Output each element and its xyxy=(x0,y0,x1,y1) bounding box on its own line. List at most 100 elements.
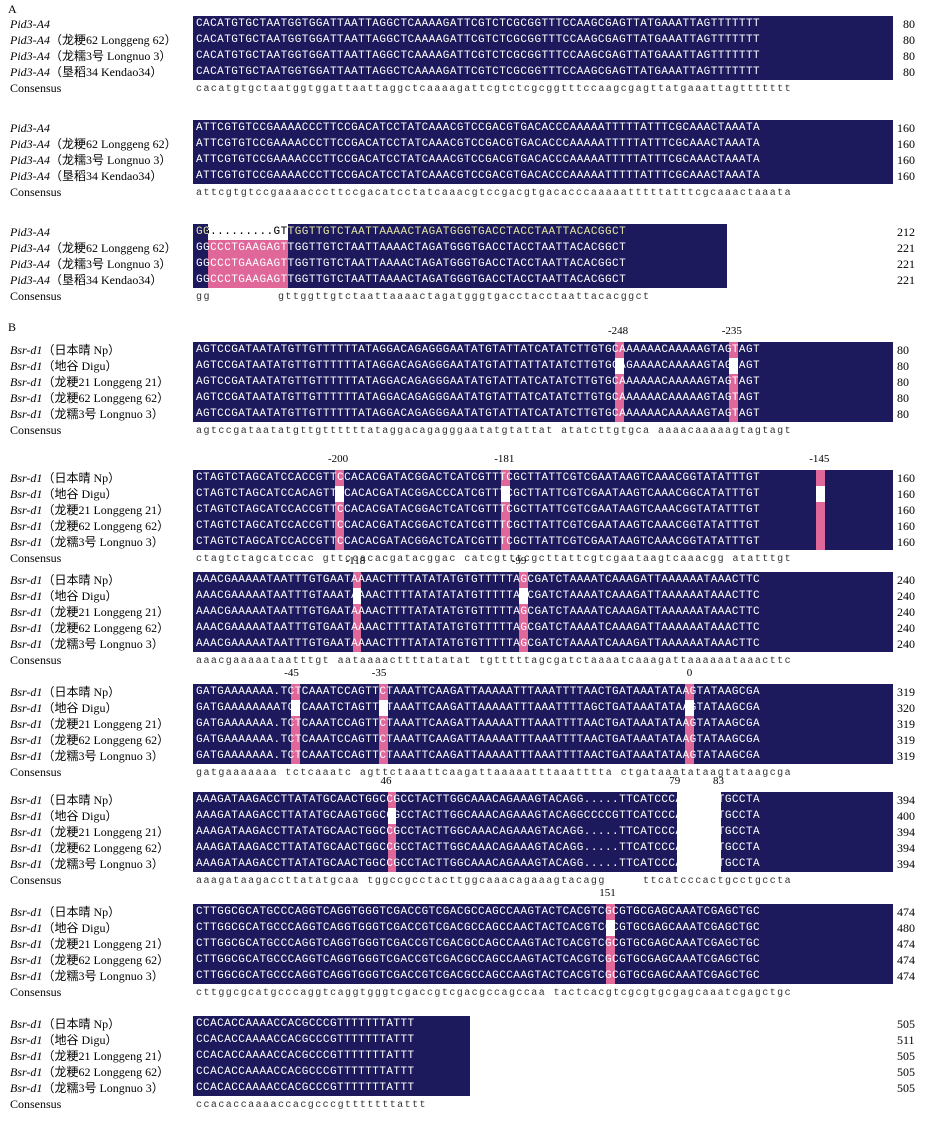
sequence-name: Bsr-d1（龙粳62 Longgeng 62） xyxy=(10,733,170,747)
consensus-label: Consensus xyxy=(10,289,62,303)
sequence-name: Bsr-d1（龙粳21 Longgeng 21） xyxy=(10,1049,170,1063)
variant-highlight xyxy=(728,358,738,374)
consensus-row: cttggcgcatgcccaggtcaggtgggtcgaccgtcgacgc… xyxy=(196,988,793,999)
snp-highlight xyxy=(291,732,300,748)
consensus-label: Consensus xyxy=(10,765,62,779)
position-label: -181 xyxy=(494,453,515,465)
sequence-name: Bsr-d1（龙粳21 Longgeng 21） xyxy=(10,503,170,517)
end-position: 80 xyxy=(903,65,915,79)
end-position: 80 xyxy=(903,33,915,47)
end-position: 400 xyxy=(897,809,915,823)
end-position: 80 xyxy=(897,343,909,357)
end-position: 160 xyxy=(897,487,915,501)
sequence-row: AAAGATAAGACCTTATATGCAACTGGCCGCCTACTTGGCA… xyxy=(196,794,761,806)
position-label: -235 xyxy=(721,325,742,337)
position-label: 151 xyxy=(599,887,616,899)
consensus-row: gg gttggttgtctaattaaaactagatgggtgacctacc… xyxy=(196,292,651,303)
sequence-row: CTTGGCGCATGCCCAGGTCAGGTGGGTCGACCGTCGACGC… xyxy=(196,938,761,950)
end-position: 240 xyxy=(897,605,915,619)
snp-highlight xyxy=(387,824,397,840)
end-position: 511 xyxy=(897,1033,915,1047)
sequence-row: AGTCCGATAATATGTTGTTTTTTATAGGACAGAGGGAATA… xyxy=(196,360,761,372)
sequence-name: Bsr-d1（地谷 Digu） xyxy=(10,487,118,501)
sequence-name: Bsr-d1（龙粳21 Longgeng 21） xyxy=(10,937,170,951)
sequence-row: ATTCGTGTCCGAAAACCCTTCCGACATCCTATCAAACGTC… xyxy=(196,154,761,166)
sequence-name: Pid3-A4（龙粳62 Longgeng 62） xyxy=(10,33,177,47)
end-position: 240 xyxy=(897,589,915,603)
snp-highlight xyxy=(501,502,510,518)
panel-b-label: B xyxy=(8,320,17,334)
snp-highlight xyxy=(685,684,694,700)
snp-highlight xyxy=(606,952,615,968)
end-position: 240 xyxy=(897,621,915,635)
sequence-name: Bsr-d1（龙粳62 Longgeng 62） xyxy=(10,841,170,855)
sequence-block: GATGAAAAAAA.TCTCAAATCCAGTTCTAAATTCAAGATT… xyxy=(193,684,893,764)
consensus-label: Consensus xyxy=(10,1097,62,1111)
position-label: -200 xyxy=(328,453,349,465)
sequence-row: AAACGAAAAATAATTTGTGAATAAAACTTTTATATATGTG… xyxy=(196,622,761,634)
sequence-row: AAAGATAAGACCTTATATGCAACTGGCCGCCTACTTGGCA… xyxy=(196,826,761,838)
variant-highlight xyxy=(816,486,825,502)
variant-highlight xyxy=(501,486,510,502)
snp-highlight xyxy=(816,502,825,518)
position-label: -45 xyxy=(284,667,299,679)
sequence-block: GG.........GTTGGTTGTCTAATTAAAACTAGATGGGT… xyxy=(193,224,727,288)
position-label: 83 xyxy=(713,775,724,787)
end-position: 240 xyxy=(897,637,915,651)
sequence-row: CTAGTCTAGCATCCACCGTTCCACACGATACGGACTCATC… xyxy=(196,472,761,484)
end-position: 160 xyxy=(897,535,915,549)
sequence-name: Bsr-d1（日本晴 Np） xyxy=(10,905,121,919)
snp-highlight xyxy=(378,684,388,700)
gap-region xyxy=(677,792,721,872)
position-label: -145 xyxy=(809,453,830,465)
end-position: 80 xyxy=(897,359,909,373)
sequence-row: CTTGGCGCATGCCCAGGTCAGGTGGGTCGACCGTCGACGC… xyxy=(196,922,761,934)
consensus-row: gatgaaaaaaa tctcaaatc agttctaaattcaagatt… xyxy=(196,768,793,779)
snp-highlight xyxy=(728,390,738,406)
end-position: 319 xyxy=(897,749,915,763)
end-position: 394 xyxy=(897,793,915,807)
variant-highlight xyxy=(685,700,694,716)
snp-highlight xyxy=(387,792,397,808)
consensus-label: Consensus xyxy=(10,653,62,667)
snp-highlight xyxy=(728,374,738,390)
position-label: -35 xyxy=(371,667,387,679)
sequence-row: AGTCCGATAATATGTTGTTTTTTATAGGACAGAGGGAATA… xyxy=(196,408,761,420)
end-position: 212 xyxy=(897,225,915,239)
end-position: 80 xyxy=(903,49,915,63)
snp-highlight xyxy=(352,636,362,652)
consensus-row: aaagataagaccttatatgcaa tggccgcctacttggca… xyxy=(196,876,793,887)
snp-highlight xyxy=(816,470,825,486)
end-position: 160 xyxy=(897,153,915,167)
variant-highlight xyxy=(606,920,615,936)
sequence-name: Bsr-d1（龙糯3号 Longnuo 3） xyxy=(10,969,164,983)
sequence-block: CACATGTGCTAATGGTGGATTAATTAGGCTCAAAAGATTC… xyxy=(193,16,893,80)
sequence-row: AAACGAAAAATAATTTGTGAATAAAACTTTTATATATGTG… xyxy=(196,574,761,586)
variant-highlight xyxy=(615,358,624,374)
snp-highlight xyxy=(335,518,344,534)
snp-highlight xyxy=(518,604,528,620)
sequence-row: GGCCCTGAAGAGTTGGTTGTCTAATTAAAACTAGATGGGT… xyxy=(196,242,627,254)
sequence-name: Pid3-A4 xyxy=(10,225,50,239)
sequence-row: CTTGGCGCATGCCCAGGTCAGGTGGGTCGACCGTCGACGC… xyxy=(196,906,761,918)
sequence-name: Bsr-d1（龙糯3号 Longnuo 3） xyxy=(10,535,164,549)
panel-a-label: A xyxy=(8,2,17,16)
end-position: 474 xyxy=(897,969,915,983)
sequence-name: Pid3-A4（龙糯3号 Longnuo 3） xyxy=(10,257,172,271)
sequence-row: AAAGATAAGACCTTATATGCAACTGGCCGCCTACTTGGCA… xyxy=(196,842,761,854)
sequence-row: AAACGAAAAATAATTTGTGAATAAAACTTTTATATATGTG… xyxy=(196,638,761,650)
consensus-label: Consensus xyxy=(10,873,62,887)
position-label: 79 xyxy=(669,775,681,787)
sequence-name: Bsr-d1（日本晴 Np） xyxy=(10,343,121,357)
end-position: 474 xyxy=(897,953,915,967)
end-position: 160 xyxy=(897,137,915,151)
end-position: 319 xyxy=(897,733,915,747)
end-position: 221 xyxy=(897,241,915,255)
sequence-row: AAACGAAAAATAATTTGTAAATAAAACTTTTATATATATG… xyxy=(196,590,761,602)
sequence-block: AAAGATAAGACCTTATATGCAACTGGCCGCCTACTTGGCA… xyxy=(193,792,893,872)
sequence-row: CTAGTCTAGCATCCACCGTTCCACACGATACGGACTCATC… xyxy=(196,504,761,516)
variant-highlight xyxy=(291,700,300,716)
position-label: -248 xyxy=(608,325,629,337)
end-position: 80 xyxy=(897,375,909,389)
sequence-row: GATGAAAAAAA.TCTCAAATCCAGTTCTAAATTCAAGATT… xyxy=(196,734,761,746)
